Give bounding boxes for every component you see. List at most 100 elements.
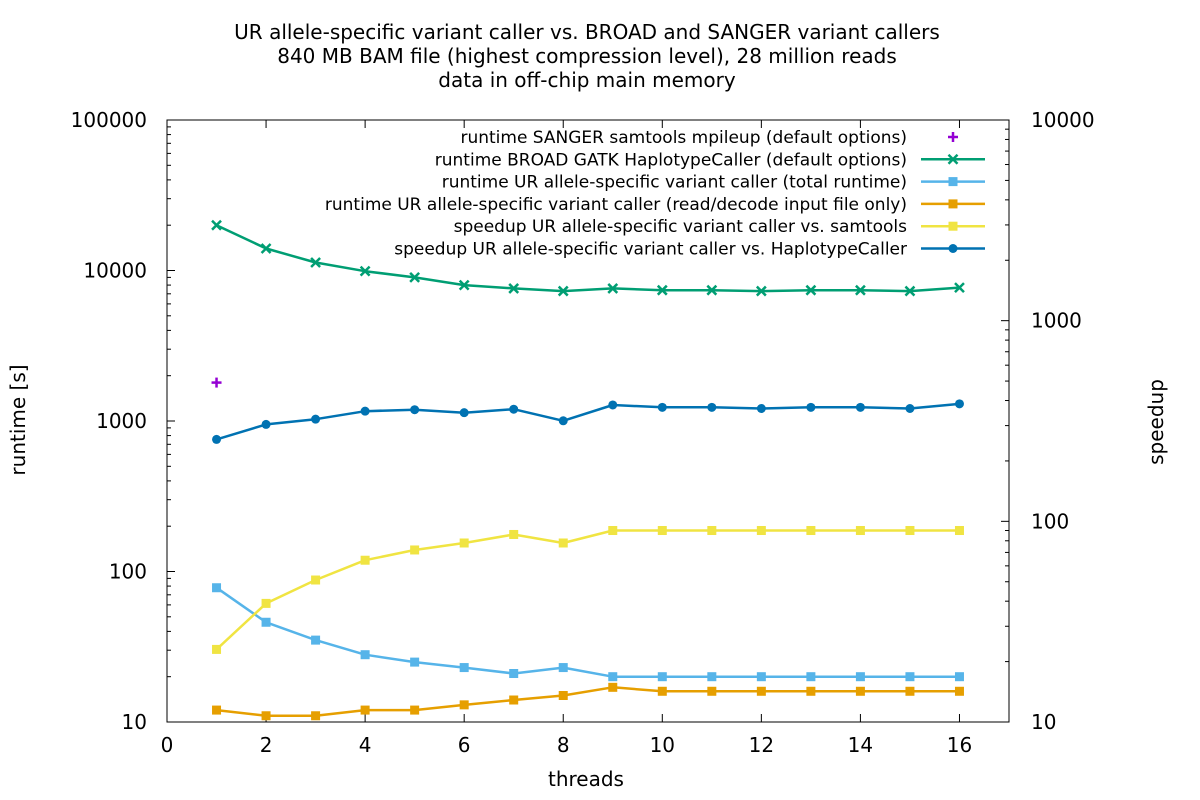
data-point (657, 686, 667, 696)
y-left-tick-label: 1000 (96, 409, 147, 433)
series-1 (211, 377, 222, 388)
series-3 (212, 583, 964, 682)
data-point (410, 545, 420, 555)
data-point (608, 526, 618, 536)
data-point (707, 686, 717, 696)
data-point (806, 672, 816, 682)
series-line (216, 686, 960, 718)
y-axis-right-label: speedup (1144, 379, 1168, 465)
y-left-tick-label: 10 (122, 710, 147, 734)
data-point (756, 672, 766, 682)
chart-title: UR allele-specific variant caller vs. BR… (234, 20, 940, 92)
y-right-tick-label: 10 (1031, 710, 1056, 734)
data-point (310, 257, 321, 268)
data-point (756, 686, 766, 696)
x-tick-label: 16 (947, 733, 972, 757)
data-point (806, 526, 816, 536)
legend-entry: speedup UR allele-specific variant calle… (454, 217, 985, 237)
data-point (458, 279, 470, 291)
data-point (359, 265, 371, 277)
data-point (657, 402, 667, 412)
data-point (954, 672, 964, 682)
x-tick-label: 6 (458, 733, 471, 757)
data-point (212, 644, 222, 654)
y-right-tick-label: 1000 (1031, 309, 1082, 333)
data-point (904, 285, 916, 297)
data-point (311, 414, 321, 424)
data-point (855, 526, 865, 536)
y-right-tick-label: 100 (1031, 509, 1069, 533)
x-tick-label: 10 (650, 733, 675, 757)
data-point (410, 405, 420, 415)
x-tick-label: 4 (359, 733, 372, 757)
data-point (756, 526, 766, 536)
legend-entry: runtime UR allele-specific variant calle… (325, 195, 985, 215)
data-point (706, 284, 718, 296)
data-point (410, 705, 420, 715)
series-5 (212, 526, 964, 654)
data-point (657, 526, 667, 536)
data-point (212, 705, 222, 715)
data-point (954, 526, 964, 536)
series-line (215, 224, 960, 293)
series-2 (211, 219, 965, 297)
legend-swatch-marker (948, 199, 958, 209)
data-point (509, 529, 519, 539)
data-point (509, 404, 519, 414)
data-point (806, 686, 816, 696)
data-point (855, 284, 866, 296)
data-point (212, 434, 222, 444)
data-point (360, 555, 370, 565)
data-point (607, 283, 619, 294)
x-tick-label: 0 (161, 733, 174, 757)
legend-swatch-marker (948, 177, 958, 187)
legend-entry: runtime SANGER samtools mpileup (default… (460, 128, 958, 148)
data-point (311, 575, 321, 585)
legend-label: runtime BROAD GATK HaplotypeCaller (defa… (435, 150, 907, 170)
y-left-tick-label: 100000 (71, 108, 147, 132)
y-left-tick-label: 100 (109, 560, 147, 584)
chart-title-line-2: 840 MB BAM file (highest compression lev… (277, 44, 897, 68)
data-point (360, 650, 370, 660)
x-tick-label: 14 (848, 733, 873, 757)
data-point (755, 285, 767, 297)
legend-entry: runtime BROAD GATK HaplotypeCaller (defa… (435, 150, 985, 170)
data-point (558, 690, 568, 700)
data-point (459, 663, 469, 673)
legend-swatch-marker (948, 221, 958, 231)
data-point (855, 686, 865, 696)
legend-entry: speedup UR allele-specific variant calle… (394, 240, 985, 260)
data-point (211, 377, 222, 388)
data-point (211, 219, 222, 231)
data-point (261, 598, 271, 608)
data-point (459, 538, 469, 548)
data-point (756, 403, 766, 413)
y-axis-left-label: runtime [s] (6, 364, 30, 475)
data-point (707, 526, 717, 536)
data-point (954, 399, 964, 409)
series-4 (212, 682, 964, 721)
data-point (657, 672, 667, 682)
data-point (261, 711, 271, 721)
data-point (806, 402, 816, 412)
series-line (216, 402, 960, 441)
data-point (459, 408, 469, 418)
chart-title-line-3: data in off-chip main memory (438, 68, 736, 92)
legend-swatch-marker (948, 132, 958, 142)
data-point (261, 419, 271, 429)
x-tick-label: 12 (749, 733, 774, 757)
data-point (409, 272, 421, 283)
y-left-tick-label: 10000 (83, 259, 147, 283)
data-point (509, 669, 519, 679)
data-point (608, 682, 618, 692)
data-point (311, 711, 321, 721)
data-point (905, 526, 915, 536)
legend-label: speedup UR allele-specific variant calle… (454, 217, 908, 237)
data-point (509, 695, 519, 705)
data-point (558, 663, 568, 673)
x-axis-label: threads (548, 767, 624, 791)
legend-entry: runtime UR allele-specific variant calle… (442, 173, 985, 193)
series-line (215, 586, 960, 678)
legend: runtime SANGER samtools mpileup (default… (325, 128, 985, 260)
